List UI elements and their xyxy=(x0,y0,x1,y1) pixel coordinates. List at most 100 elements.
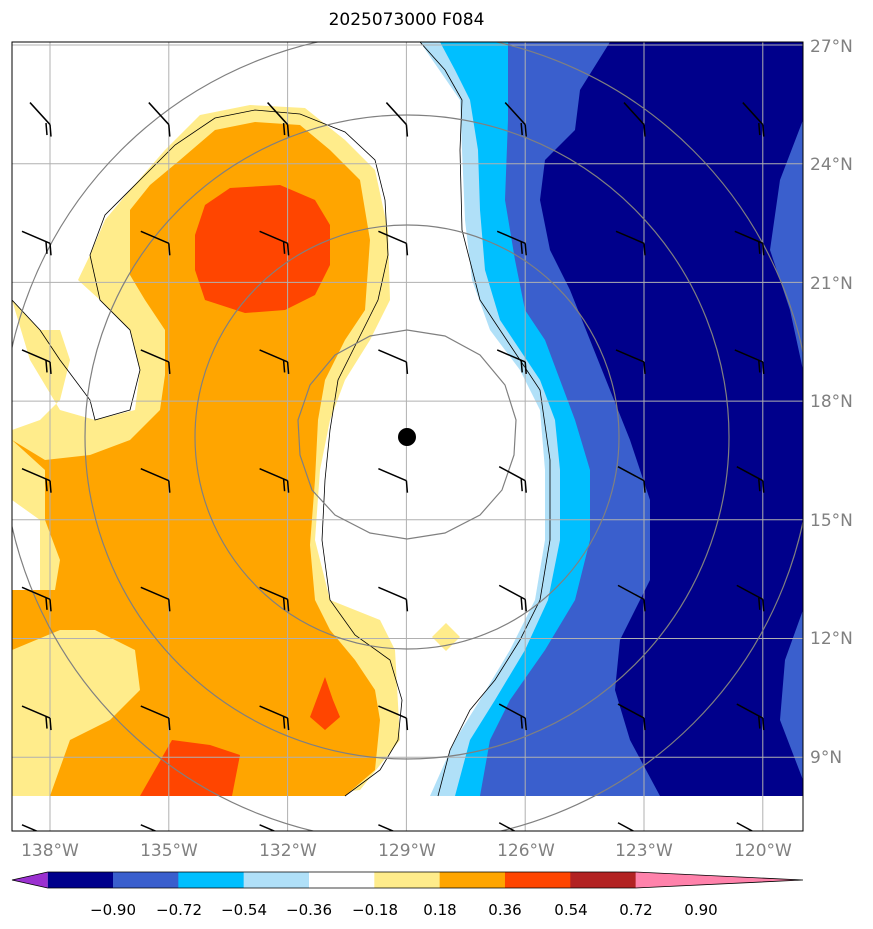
wind-barb xyxy=(615,349,646,375)
wind-barb xyxy=(498,466,527,493)
lon-label: 126°W xyxy=(497,841,555,861)
contour-lines xyxy=(12,42,551,797)
lon-label: 132°W xyxy=(259,841,317,861)
wind-barb xyxy=(385,102,409,137)
colorbar-bin xyxy=(439,872,506,888)
wind-barb xyxy=(496,230,527,256)
wind-barb xyxy=(378,705,409,731)
wind-barb xyxy=(259,705,290,731)
wind-barb xyxy=(21,705,52,731)
wind-barb xyxy=(140,586,171,612)
colorbar-tick-label: −0.36 xyxy=(286,901,332,919)
colorbar-extend-low xyxy=(12,872,48,888)
lat-label: 12°N xyxy=(810,629,853,649)
colorbar-tick-label: −0.54 xyxy=(221,901,267,919)
lon-axis: 138°W 135°W 132°W 129°W 126°W 123°W 120°… xyxy=(21,841,792,861)
map-title: 2025073000 F084 xyxy=(328,10,485,30)
contour-fill-0.54-0.72-center xyxy=(310,677,340,730)
colorbar-bin xyxy=(113,872,179,888)
colorbar-bin xyxy=(178,872,245,888)
wind-barb xyxy=(623,102,646,137)
colorbar-tick-label: 0.18 xyxy=(423,901,456,919)
colorbar-outline xyxy=(11,871,804,889)
lat-label: 24°N xyxy=(810,155,853,175)
colorbar-bin xyxy=(374,872,441,888)
colorbar-tick-label: −0.90 xyxy=(90,901,136,919)
wind-barb xyxy=(378,349,409,375)
colorbar-tick-label: 0.36 xyxy=(488,901,521,919)
lat-axis: 27°N 24°N 21°N 18°N 15°N 12°N 9°N xyxy=(810,37,853,768)
colorbar-tick-label: −0.72 xyxy=(156,901,202,919)
colorbar-tick-label: 0.54 xyxy=(554,901,587,919)
lon-label: 138°W xyxy=(21,841,79,861)
lon-label: 123°W xyxy=(615,841,673,861)
colorbar-bin xyxy=(504,872,571,888)
wind-barb xyxy=(21,230,52,256)
wind-barb xyxy=(140,705,171,731)
lat-label: 15°N xyxy=(810,511,853,531)
colorbar-bin xyxy=(243,872,310,888)
wind-barb xyxy=(259,349,290,375)
wind-barb xyxy=(378,230,409,256)
lat-label: 18°N xyxy=(810,392,853,412)
contour-fill-neg-0.72-0.90 xyxy=(540,42,803,796)
wind-barb xyxy=(259,230,290,256)
wind-barb xyxy=(617,584,646,612)
wind-barb xyxy=(617,466,646,493)
wind-barb xyxy=(498,822,517,831)
wind-barb xyxy=(734,349,765,375)
wind-barb xyxy=(378,467,409,493)
range-ring-1 xyxy=(297,329,517,540)
wind-barb xyxy=(21,349,52,375)
colorbar-tick-label: 0.90 xyxy=(684,901,717,919)
lon-label: 129°W xyxy=(378,841,436,861)
map-frame xyxy=(11,41,804,832)
wind-barbs xyxy=(21,102,765,831)
lon-label: 120°W xyxy=(734,841,792,861)
colorbar-tick-label: 0.72 xyxy=(619,901,652,919)
colorbar-bin xyxy=(47,872,114,888)
colorbar-extend-high xyxy=(635,872,803,888)
lat-label: 27°N xyxy=(810,37,853,57)
wind-barb xyxy=(498,703,527,731)
wind-barb xyxy=(140,467,171,493)
wind-barb xyxy=(498,584,527,612)
wind-barb xyxy=(140,349,171,375)
wind-barb xyxy=(736,466,765,493)
colorbar-tick-label: −0.18 xyxy=(352,901,398,919)
lat-label: 21°N xyxy=(810,274,853,294)
contour-fill-0.54-0.72-north xyxy=(195,185,330,313)
wind-barb xyxy=(267,102,290,137)
wind-barb xyxy=(140,230,171,256)
wind-barb xyxy=(496,349,527,375)
wind-barb xyxy=(259,467,290,493)
colorbar xyxy=(11,871,804,889)
range-rings xyxy=(12,42,803,831)
colorbar-ticks: −0.90 −0.72 −0.54 −0.36 −0.18 0.18 0.36 … xyxy=(90,901,718,919)
range-ring-3 xyxy=(84,114,730,760)
wind-barb xyxy=(259,586,290,612)
wind-barb xyxy=(615,230,646,256)
wind-barb xyxy=(148,102,171,137)
wind-barb xyxy=(617,822,635,831)
wind-barb xyxy=(504,102,527,137)
range-ring-2 xyxy=(194,224,620,650)
zero-contour-east xyxy=(419,42,551,797)
lat-label: 9°N xyxy=(810,748,842,768)
wind-barb xyxy=(742,102,765,137)
wind-barb xyxy=(736,703,765,731)
storm-center-marker-icon xyxy=(398,428,416,446)
wind-barb xyxy=(736,822,754,831)
lon-label: 135°W xyxy=(140,841,198,861)
colorbar-bin xyxy=(570,872,637,888)
colorbar-bin xyxy=(308,872,375,888)
wind-barb xyxy=(617,703,646,731)
wind-barb xyxy=(736,584,765,612)
map-plot-area xyxy=(12,42,803,831)
filled-contours xyxy=(12,42,803,796)
wind-barb xyxy=(378,586,409,612)
wind-barb xyxy=(21,467,52,493)
wind-barb xyxy=(29,102,52,137)
wind-barb xyxy=(21,586,52,612)
